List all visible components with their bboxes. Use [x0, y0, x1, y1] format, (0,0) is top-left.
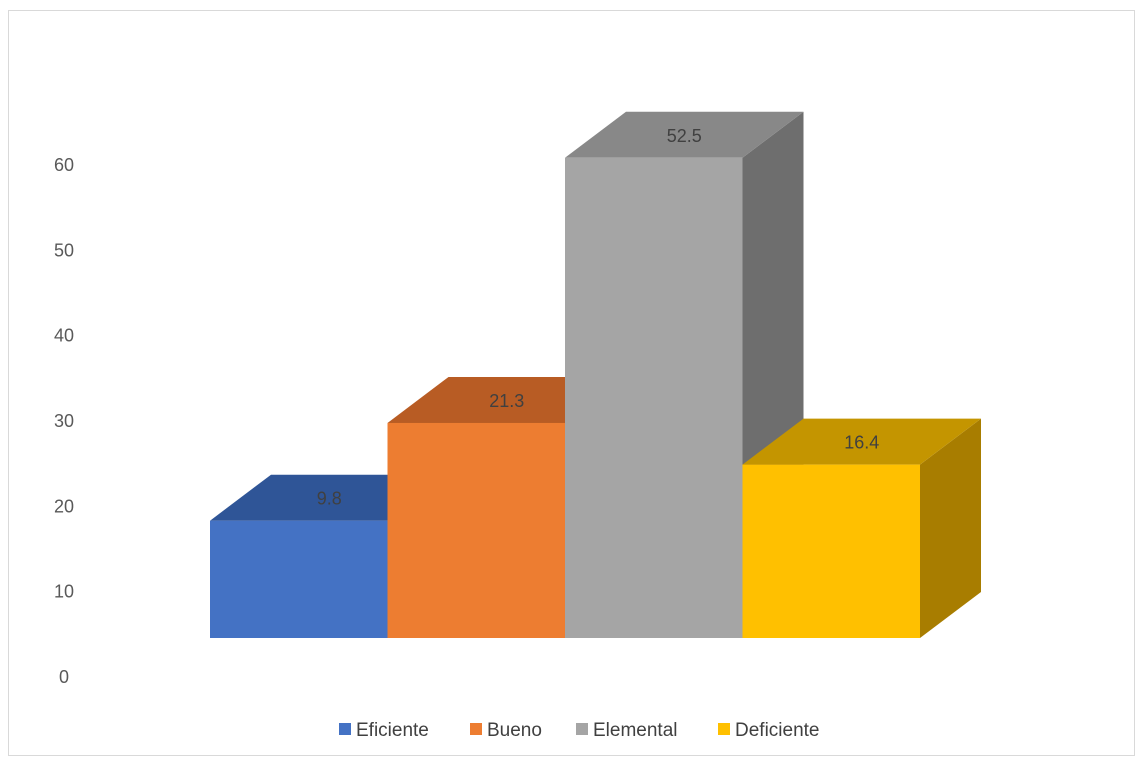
legend: Eficiente Bueno Elemental Deficiente	[339, 720, 820, 741]
bar-front-face	[565, 157, 743, 638]
y-tick-label: 20	[54, 496, 74, 516]
data-label: 21.3	[489, 391, 524, 411]
bar-deficiente	[742, 418, 981, 638]
y-tick-label: 50	[54, 240, 74, 260]
legend-item-bueno: Bueno	[470, 720, 542, 741]
legend-item-elemental: Elemental	[576, 720, 678, 741]
legend-label: Eficiente	[356, 720, 429, 741]
legend-label: Bueno	[487, 720, 542, 741]
data-label: 16.4	[844, 433, 879, 453]
bar-front-face	[210, 520, 388, 638]
y-tick-label: 60	[54, 155, 74, 175]
bar-front-face	[387, 422, 565, 638]
y-tick-label: 40	[54, 326, 74, 346]
data-label: 52.5	[667, 126, 702, 146]
y-tick-label: 0	[59, 667, 69, 687]
bar-top-face	[742, 418, 981, 465]
legend-item-eficiente: Eficiente	[339, 720, 429, 741]
legend-item-deficiente: Deficiente	[718, 720, 820, 741]
legend-label: Elemental	[593, 720, 678, 741]
y-axis: 0 10 20 30 40 50 60	[54, 155, 74, 687]
bar-front-face	[742, 464, 920, 638]
y-tick-label: 10	[54, 582, 74, 602]
legend-swatch	[470, 723, 482, 735]
legend-swatch	[339, 723, 351, 735]
bar-side-face	[920, 418, 981, 638]
legend-swatch	[576, 723, 588, 735]
data-labels: 9.8 21.3 52.5 16.4	[317, 126, 880, 509]
bars	[210, 111, 981, 638]
legend-swatch	[718, 723, 730, 735]
legend-label: Deficiente	[735, 720, 820, 741]
data-label: 9.8	[317, 489, 342, 509]
y-tick-label: 30	[54, 411, 74, 431]
bar-top-face	[565, 111, 804, 158]
